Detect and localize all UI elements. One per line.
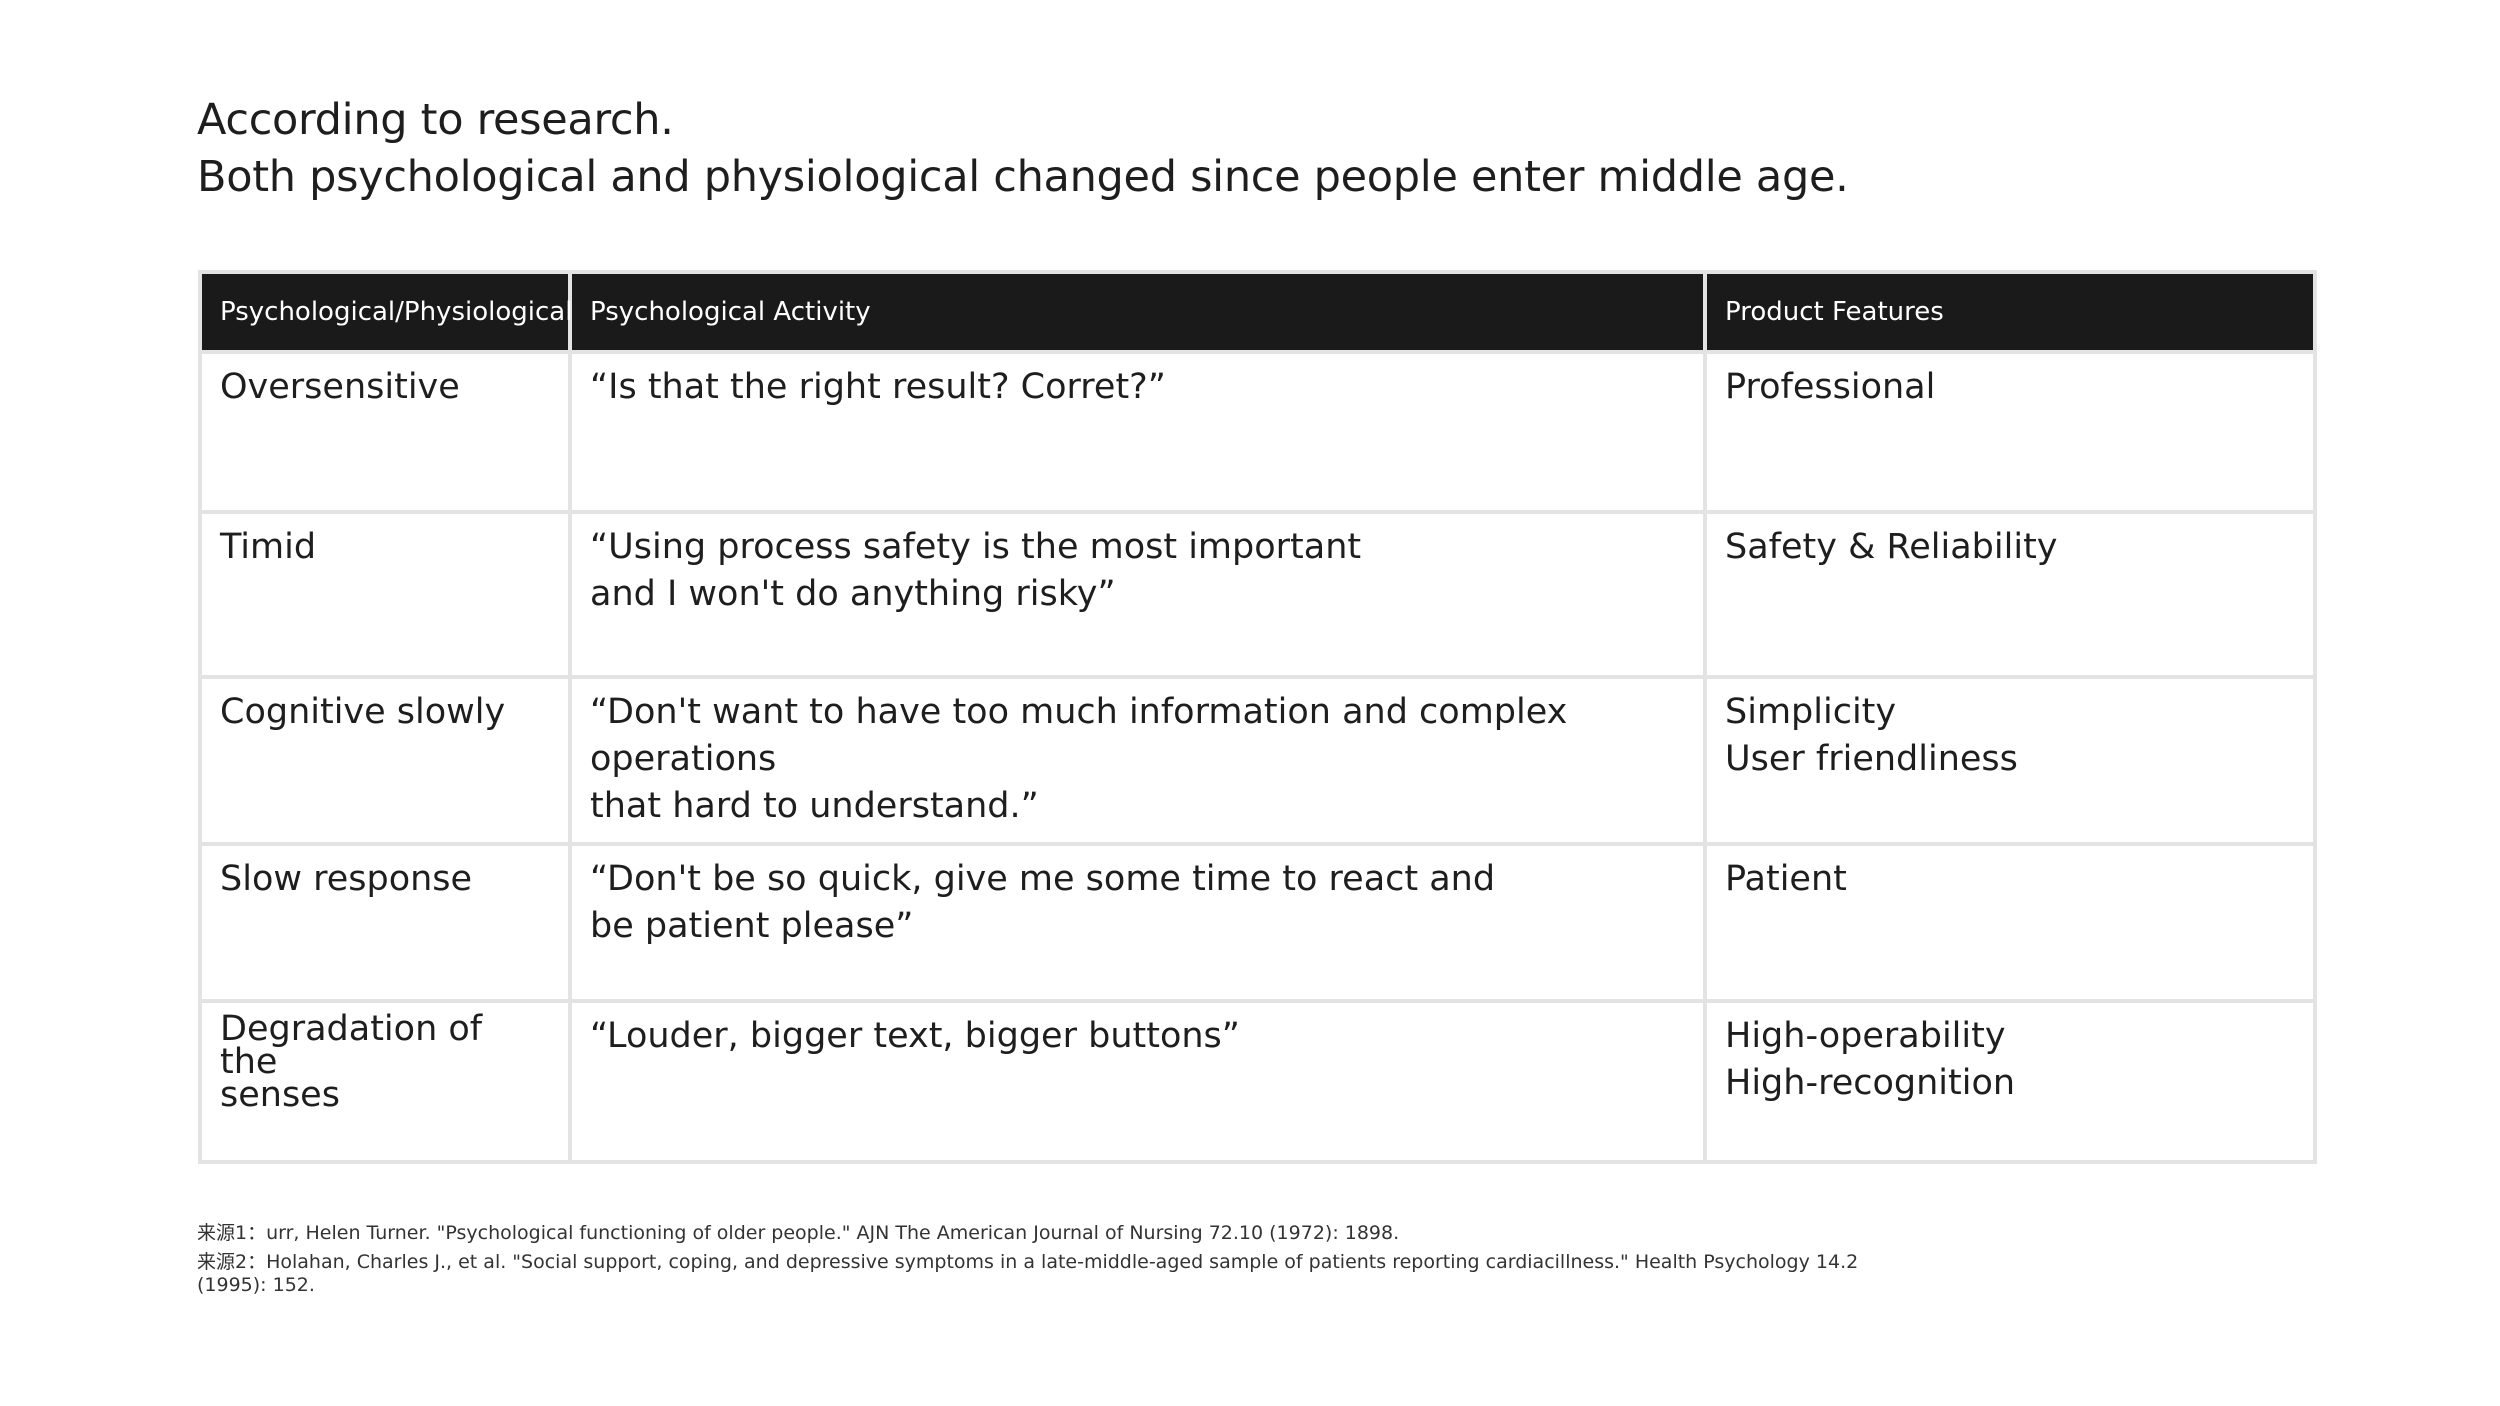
activity-cell: “Using process safety is the most import… bbox=[568, 510, 1707, 679]
activity-text: be patient please” bbox=[590, 906, 914, 946]
feature-cell: Patient bbox=[1703, 842, 2317, 1003]
feature-text: Professional bbox=[1725, 367, 1936, 407]
table-row: Slow response “Don't be so quick, give m… bbox=[198, 842, 2317, 1003]
trait-text: Slow response bbox=[220, 859, 473, 899]
activity-text: and I won't do anything risky” bbox=[590, 574, 1116, 614]
reference-2-continued: (1995): 152. bbox=[197, 1274, 315, 1296]
trait-text: Cognitive slowly bbox=[220, 692, 506, 732]
table-row: Degradation of the senses “Louder, bigge… bbox=[198, 999, 2317, 1164]
trait-text: senses bbox=[220, 1075, 340, 1115]
feature-cell: Simplicity User friendliness bbox=[1703, 675, 2317, 846]
trait-text: Degradation of the bbox=[220, 1009, 483, 1082]
activity-text: “Using process safety is the most import… bbox=[590, 527, 1362, 567]
activity-text: “Louder, bigger text, bigger buttons” bbox=[590, 1016, 1240, 1056]
research-table: Psychological/Physiological Psychologica… bbox=[198, 270, 2317, 1164]
feature-cell: Professional bbox=[1703, 350, 2317, 514]
heading-line-1: According to research. bbox=[197, 95, 674, 145]
table-row: Cognitive slowly “Don't want to have too… bbox=[198, 675, 2317, 846]
feature-text: Patient bbox=[1725, 859, 1847, 899]
table-row: Timid “Using process safety is the most … bbox=[198, 510, 2317, 679]
header-psych-physio: Psychological/Physiological bbox=[198, 270, 572, 354]
activity-text: “Is that the right result? Corret?” bbox=[590, 367, 1166, 407]
heading-line-2: Both psychological and physiological cha… bbox=[197, 152, 1849, 202]
table-row: Oversensitive “Is that the right result?… bbox=[198, 350, 2317, 514]
feature-text: Simplicity bbox=[1725, 692, 1897, 732]
trait-text: Timid bbox=[220, 527, 317, 567]
references: 来源1：urr, Helen Turner. "Psychological fu… bbox=[197, 1222, 1897, 1303]
trait-cell: Slow response bbox=[198, 842, 572, 1003]
activity-text: “Don't be so quick, give me some time to… bbox=[590, 859, 1496, 899]
reference-2: 来源2：Holahan, Charles J., et al. "Social … bbox=[197, 1251, 1859, 1273]
feature-text: User friendliness bbox=[1725, 739, 2018, 779]
trait-cell: Timid bbox=[198, 510, 572, 679]
trait-text: Oversensitive bbox=[220, 367, 460, 407]
page-heading: According to research. Both psychologica… bbox=[197, 92, 2297, 206]
header-product-features: Product Features bbox=[1703, 270, 2317, 354]
feature-cell: High-operability High-recognition bbox=[1703, 999, 2317, 1164]
trait-cell: Degradation of the senses bbox=[198, 999, 572, 1164]
activity-cell: “Louder, bigger text, bigger buttons” bbox=[568, 999, 1707, 1164]
header-psych-activity: Psychological Activity bbox=[568, 270, 1707, 354]
trait-cell: Oversensitive bbox=[198, 350, 572, 514]
trait-cell: Cognitive slowly bbox=[198, 675, 572, 846]
table-header-row: Psychological/Physiological Psychologica… bbox=[198, 270, 2317, 354]
activity-text: that hard to understand.” bbox=[590, 786, 1039, 826]
feature-text: Safety & Reliability bbox=[1725, 527, 2058, 567]
feature-text: High-operability bbox=[1725, 1016, 2006, 1056]
feature-cell: Safety & Reliability bbox=[1703, 510, 2317, 679]
activity-cell: “Is that the right result? Corret?” bbox=[568, 350, 1707, 514]
reference-1: 来源1：urr, Helen Turner. "Psychological fu… bbox=[197, 1222, 1400, 1244]
activity-text: “Don't want to have too much information… bbox=[590, 692, 1568, 779]
activity-cell: “Don't want to have too much information… bbox=[568, 675, 1707, 846]
feature-text: High-recognition bbox=[1725, 1063, 2016, 1103]
activity-cell: “Don't be so quick, give me some time to… bbox=[568, 842, 1707, 1003]
